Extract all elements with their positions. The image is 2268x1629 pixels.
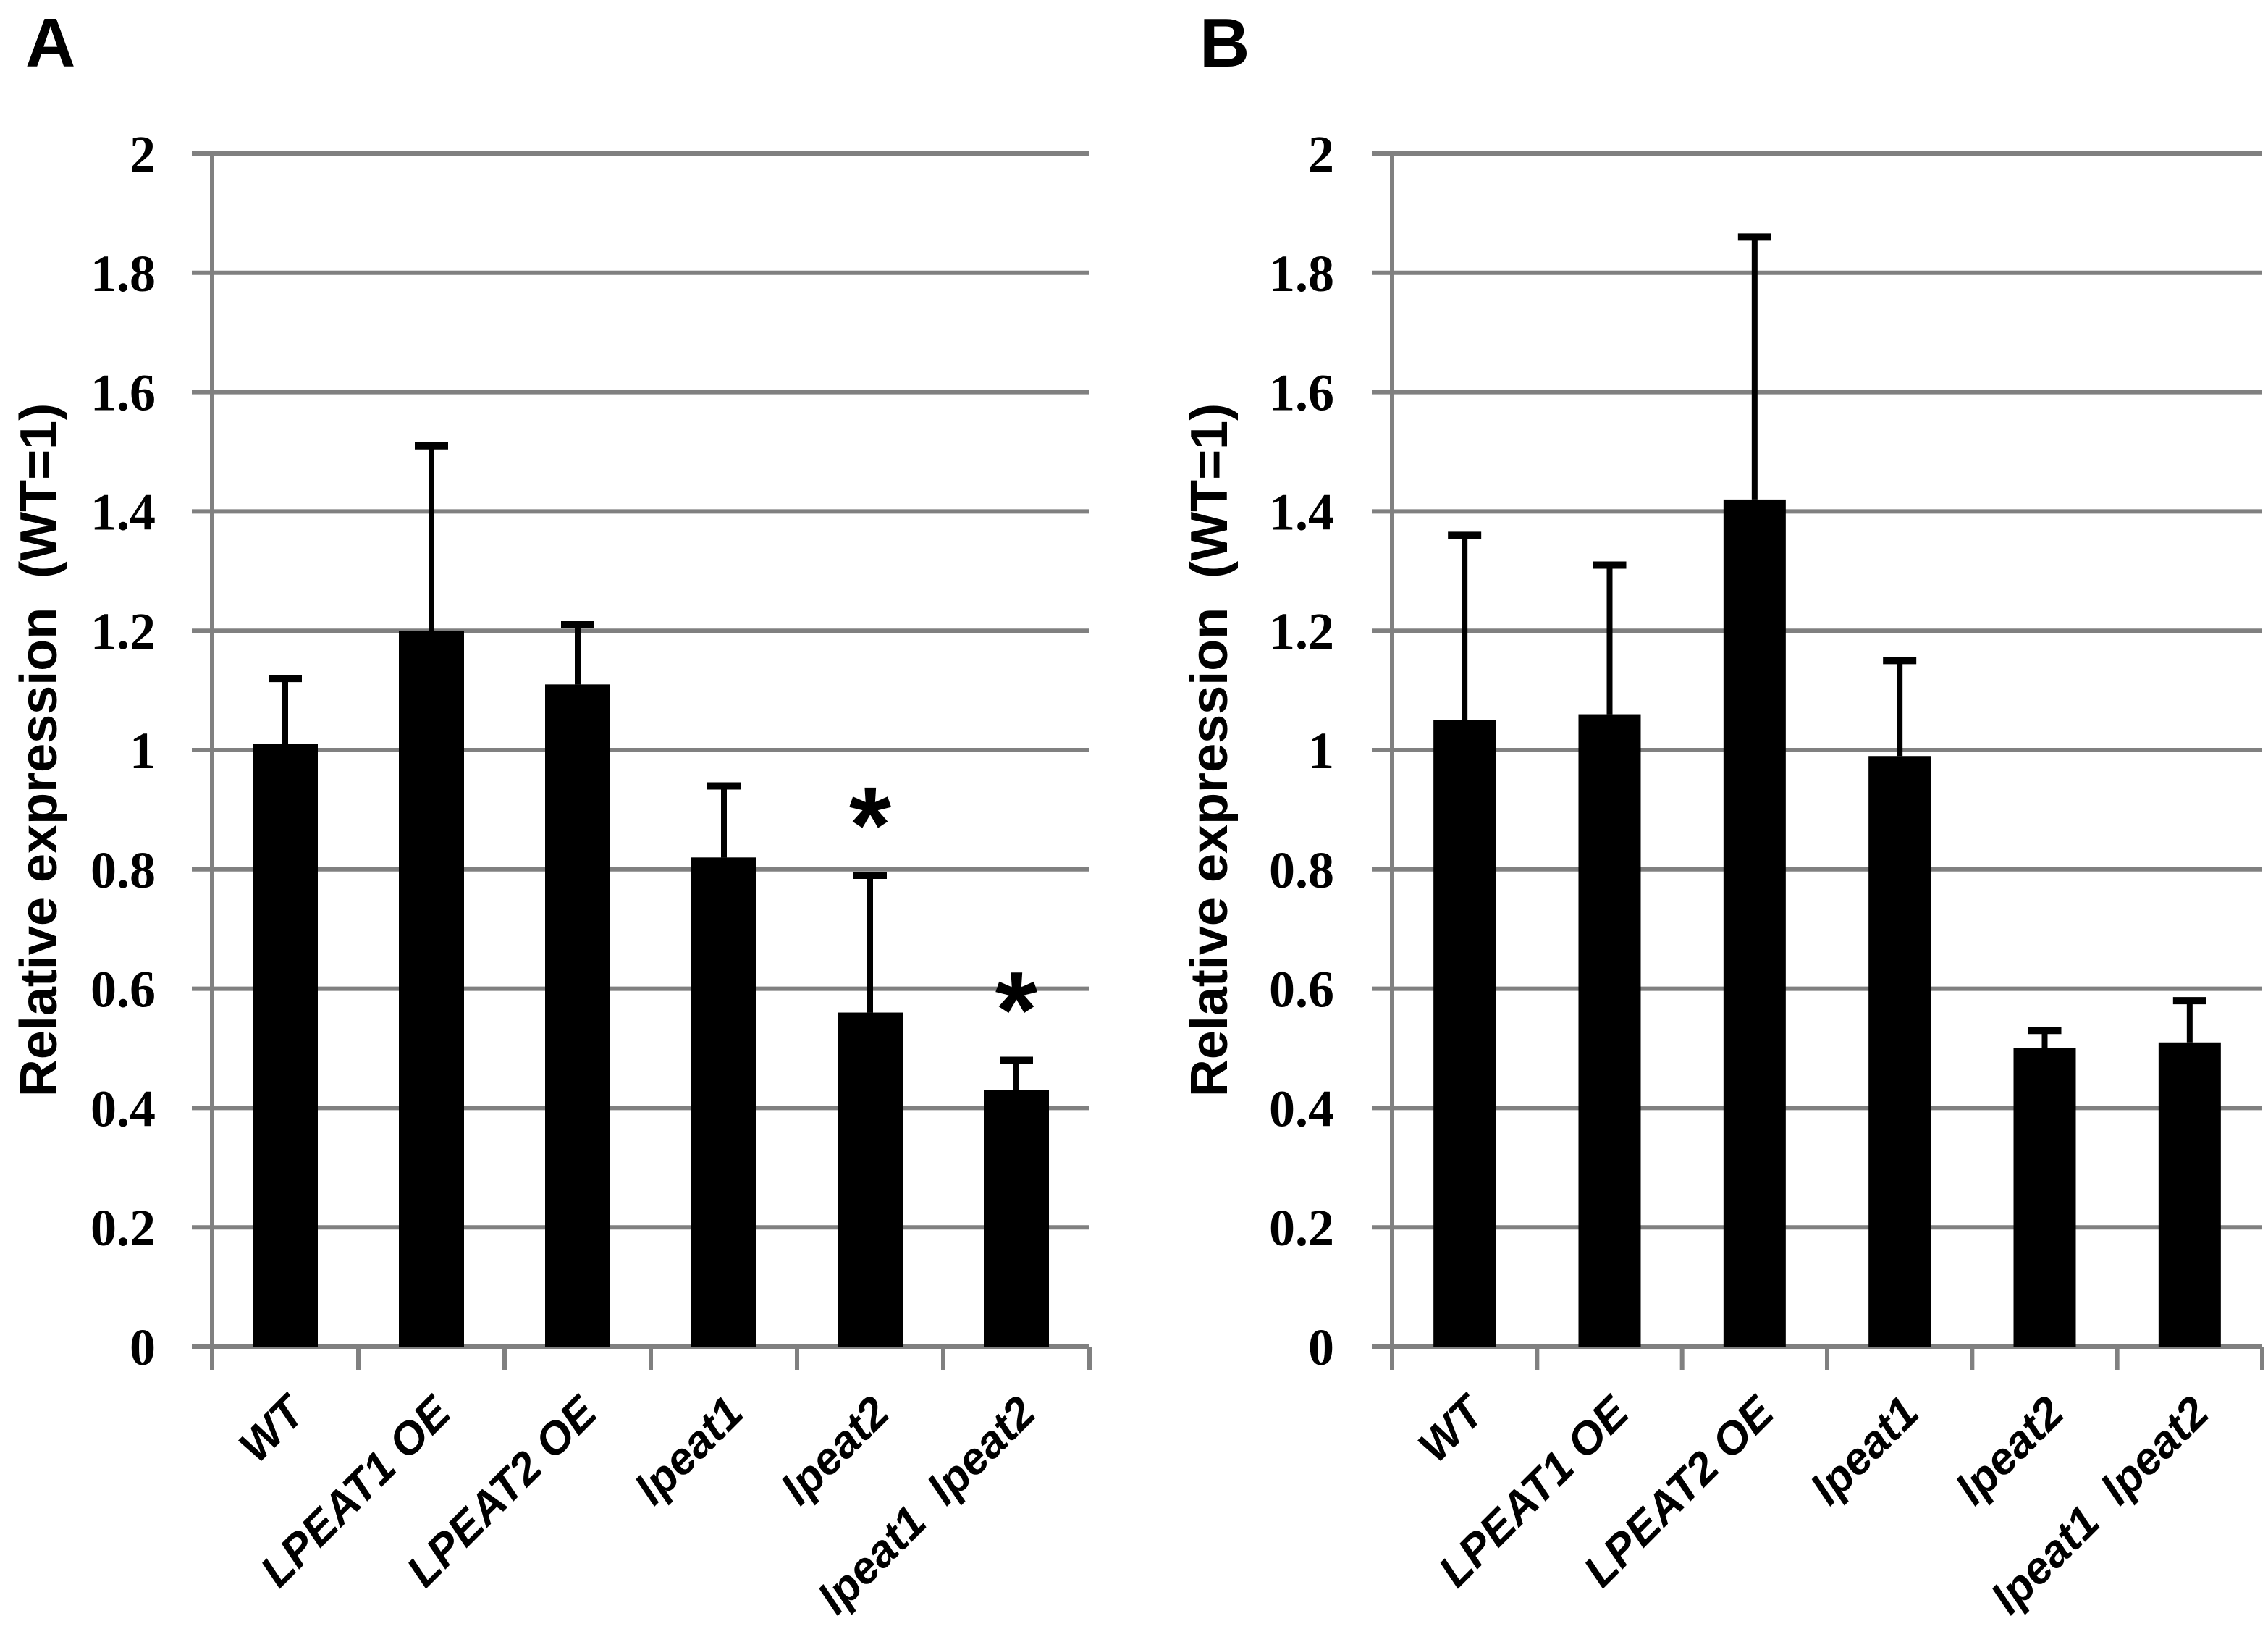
y-tick-label-0: 0: [130, 1318, 156, 1376]
bar-lpeat2-oe: [1723, 499, 1786, 1347]
x-tick-label-lpeat2: lpeat2: [1947, 1387, 2074, 1515]
significance-asterisk-lpeat2: *: [849, 764, 892, 885]
bar-lpeat2: [2013, 1048, 2076, 1347]
y-tick-label-2: 2: [1308, 125, 1334, 183]
bar-lpeat1-oe: [1578, 714, 1641, 1347]
significance-asterisk-lpeat1-lpeat2: *: [995, 948, 1038, 1070]
y-tick-label-0.2: 0.2: [90, 1199, 156, 1257]
x-tick-label-wt: WT: [1409, 1384, 1496, 1472]
panel-letter-a: A: [25, 4, 75, 82]
y-tick-label-1.8: 1.8: [90, 245, 156, 303]
y-tick-label-0: 0: [1308, 1318, 1334, 1376]
y-tick-label-1: 1: [1308, 722, 1334, 780]
y-tick-label-0.2: 0.2: [1269, 1199, 1334, 1257]
y-axis-title-a: Relative expression (WT=1): [10, 403, 68, 1097]
y-tick-label-1: 1: [130, 722, 156, 780]
bar-wt: [1433, 720, 1496, 1347]
y-tick-label-1.8: 1.8: [1269, 245, 1334, 303]
y-tick-label-0.8: 0.8: [90, 841, 156, 899]
x-tick-label-lpeat1: lpeat1: [625, 1387, 753, 1515]
bar-lpeat2: [838, 1012, 903, 1347]
panel-letter-b: B: [1200, 4, 1249, 82]
y-tick-label-0.4: 0.4: [1269, 1079, 1334, 1137]
y-tick-label-1.2: 1.2: [90, 602, 156, 660]
y-tick-label-1.2: 1.2: [1269, 602, 1334, 660]
y-tick-label-1.6: 1.6: [90, 364, 156, 422]
y-tick-label-0.6: 0.6: [1269, 961, 1334, 1019]
y-tick-label-1.6: 1.6: [1269, 364, 1334, 422]
y-tick-label-1.4: 1.4: [1269, 483, 1334, 541]
bar-lpeat1: [1868, 756, 1931, 1347]
bar-lpeat1-lpeat2: [984, 1090, 1049, 1347]
y-axis-title-b: Relative expression (WT=1): [1181, 403, 1239, 1097]
bar-lpeat1: [691, 857, 756, 1347]
bar-lpeat1-oe: [399, 631, 464, 1347]
bar-lpeat2-oe: [545, 684, 610, 1347]
y-tick-label-0.6: 0.6: [90, 961, 156, 1019]
x-tick-label-lpeat2: lpeat2: [772, 1387, 899, 1515]
y-tick-label-0.8: 0.8: [1269, 841, 1334, 899]
y-tick-label-2: 2: [130, 125, 156, 183]
x-tick-label-wt: WT: [229, 1384, 317, 1472]
y-tick-label-0.4: 0.4: [90, 1079, 156, 1137]
x-tick-label-lpeat1: lpeat1: [1802, 1387, 1929, 1515]
bar-lpeat1-lpeat2: [2158, 1042, 2221, 1347]
y-tick-label-1.4: 1.4: [90, 483, 156, 541]
bar-wt: [253, 744, 318, 1347]
